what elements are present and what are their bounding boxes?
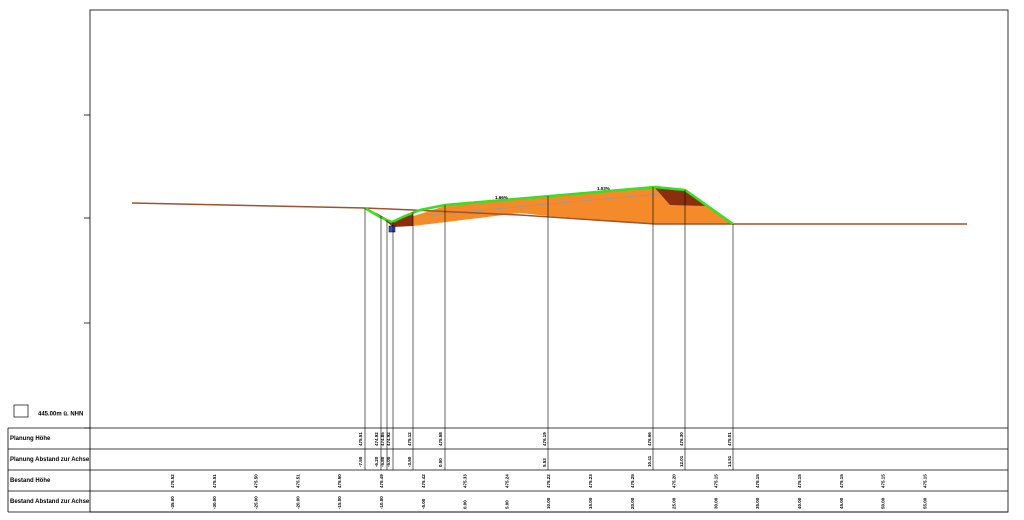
datum-icon — [13, 404, 29, 418]
band-value: 30.00 — [713, 497, 718, 509]
design-surface — [364, 185, 734, 226]
band-value: 475.58 — [438, 432, 443, 446]
band-value: 475.01 — [727, 432, 732, 446]
row-label: Bestand Höhe — [10, 478, 51, 484]
band-value: 12.01 — [679, 455, 684, 467]
band-value: 0.00 — [463, 500, 468, 509]
band-value: 10.41 — [647, 455, 652, 467]
band-value: 476.66 — [647, 432, 652, 446]
band-value: 5.53 — [542, 458, 547, 467]
band-value: 475.15 — [713, 474, 718, 488]
band-value: 45.00 — [839, 497, 844, 509]
band-value: 15.00 — [588, 497, 593, 509]
band-value: 10.00 — [546, 497, 551, 509]
datum-label: 445.00m ü. NHN — [38, 412, 83, 418]
band-value: 475.42 — [421, 474, 426, 488]
band-value: -7.50 — [358, 456, 363, 467]
band-value: 475.49 — [379, 474, 384, 488]
band-value: 475.25 — [630, 474, 635, 488]
band-value: 476.30 — [679, 432, 684, 446]
band-value: 5.00 — [504, 500, 509, 509]
band-value: 474.92 — [374, 432, 379, 446]
station-lines — [364, 187, 734, 470]
band-value: 475.50 — [254, 474, 259, 488]
band-grid — [7, 114, 1008, 513]
fill — [365, 188, 733, 227]
band-value: -35.00 — [170, 496, 175, 509]
band-value: -25.00 — [254, 496, 259, 509]
band-value: 474.85 — [380, 432, 385, 446]
band-value: 475.15 — [797, 474, 802, 488]
band-value: 475.50 — [337, 474, 342, 488]
row-label: Bestand Abstand zur Achse — [10, 499, 90, 505]
pipe — [388, 225, 396, 233]
band-value: 475.15 — [922, 474, 927, 488]
band-value: 474.92 — [386, 432, 391, 446]
band-value: 35.00 — [755, 497, 760, 509]
band-value: 475.51 — [358, 432, 363, 446]
slope-label: 1.66% — [495, 195, 508, 200]
band-value: 475.24 — [504, 474, 509, 488]
band-value: -15.00 — [337, 496, 342, 509]
band-value: 476.19 — [542, 432, 547, 446]
row-label: Planung Höhe — [10, 436, 51, 442]
band-value: 475.51 — [295, 474, 300, 488]
band-value: 475.15 — [881, 474, 886, 488]
band-value: -10.00 — [379, 496, 384, 509]
band-value: 475.12 — [407, 432, 412, 446]
band-value: 475.23 — [588, 474, 593, 488]
band-value: 40.00 — [797, 497, 802, 509]
band-value: -5.80 — [380, 456, 385, 467]
band-value: 475.33 — [463, 474, 468, 488]
band-value: 475.22 — [546, 474, 551, 488]
band-value: -20.00 — [295, 496, 300, 509]
band-value: 475.15 — [839, 474, 844, 488]
band-value: 14.51 — [727, 455, 732, 467]
row-label: Planung Abstand zur Achse — [10, 457, 90, 463]
band-value: 475.15 — [755, 474, 760, 488]
frame — [89, 9, 1009, 513]
band-value: 20.00 — [630, 497, 635, 509]
band-value: -3.50 — [407, 456, 412, 467]
existing-ground — [131, 202, 967, 225]
band-value: 475.51 — [212, 474, 217, 488]
band-value: 50.00 — [881, 497, 886, 509]
band-value: -30.00 — [212, 496, 217, 509]
band-value: 0.00 — [438, 458, 443, 467]
band-value: 475.20 — [672, 474, 677, 488]
band-value: 475.52 — [170, 474, 175, 488]
band-value: 55.00 — [922, 497, 927, 509]
band-value: 25.00 — [672, 497, 677, 509]
band-labels: Planung Höhe 475.51 474.92 474.85 474.92 475.… — [10, 432, 927, 509]
band-value: -5.00 — [421, 498, 426, 509]
slope-label: 1.03% — [597, 186, 610, 191]
band-value: -5.00 — [386, 456, 391, 467]
band-value: -6.20 — [374, 456, 379, 467]
